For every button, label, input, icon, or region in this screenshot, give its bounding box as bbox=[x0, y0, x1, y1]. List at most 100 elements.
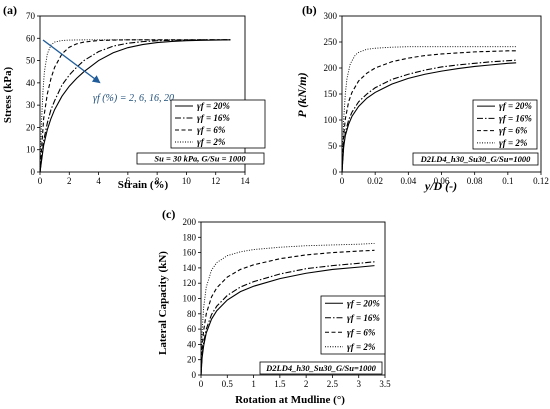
y-tick-label-a: 0 bbox=[31, 167, 36, 177]
annotation-arrow bbox=[42, 39, 101, 84]
x-axis-title-c: Rotation at Mudline (°) bbox=[235, 394, 345, 406]
y-tick-label-a: 50 bbox=[26, 56, 36, 66]
y-tick-label-b: 200 bbox=[324, 63, 338, 73]
legend-label-c-1: γf = 20% bbox=[347, 298, 380, 308]
series-line-b-4 bbox=[341, 46, 517, 173]
y-tick-label-c: 40 bbox=[187, 339, 197, 349]
note-text-a: Su = 30 kPa, G/Su = 1000 bbox=[154, 154, 246, 164]
series-line-b-3 bbox=[341, 50, 517, 173]
note-box-a: Su = 30 kPa, G/Su = 1000 bbox=[136, 152, 265, 165]
x-tick-label-c: 2.5 bbox=[327, 379, 339, 389]
legend-label-c-2: γf = 16% bbox=[347, 313, 380, 323]
series-line-a-4 bbox=[39, 39, 231, 173]
panel-label-c: (c) bbox=[162, 207, 175, 221]
x-tick-label-a: 12 bbox=[211, 176, 220, 186]
note-box-c: D2LD4_h30_Su30_G/Su=1000 bbox=[259, 361, 383, 375]
y-tick-label-c: 80 bbox=[187, 309, 197, 319]
series-line-a-2 bbox=[39, 39, 231, 173]
y-tick-label-b: 0 bbox=[333, 167, 338, 177]
plot-frame-a bbox=[39, 15, 246, 173]
x-tick-label-b: 0.02 bbox=[367, 176, 383, 186]
annotation-label: γf (%) = 2, 6, 16, 20 bbox=[93, 93, 174, 104]
legend-label-a-1: γf = 20% bbox=[197, 101, 230, 111]
x-tick-label-b: 0 bbox=[340, 176, 345, 186]
y-tick-label-c: 60 bbox=[187, 324, 197, 334]
y-tick-label-c: 200 bbox=[183, 217, 197, 227]
x-tick-label-c: 0.5 bbox=[222, 379, 234, 389]
y-tick-label-a: 10 bbox=[26, 145, 36, 155]
y-tick-label-c: 120 bbox=[183, 278, 197, 288]
y-tick-label-c: 100 bbox=[183, 294, 197, 304]
legend-label-a-3: γf = 6% bbox=[197, 125, 226, 135]
legend-label-b-3: γf = 6% bbox=[499, 126, 528, 136]
plot-area-b: 0 0.02 0.04 0.06 0.08 0.1 0.12 0 50 100 150 200 250 3… bbox=[324, 11, 549, 186]
y-tick-label-c: 20 bbox=[187, 355, 197, 365]
y-tick-label-b: 150 bbox=[324, 89, 338, 99]
y-tick-label-c: 0 bbox=[192, 370, 197, 380]
note-box-b: D2LD4_h30_Su30_G/Su=1000 bbox=[412, 152, 539, 166]
y-tick-label-a: 20 bbox=[26, 122, 36, 132]
x-tick-label-a: 10 bbox=[182, 176, 192, 186]
series-line-a-1 bbox=[39, 39, 231, 173]
y-tick-label-b: 300 bbox=[324, 11, 338, 21]
note-text-c: D2LD4_h30_Su30_G/Su=1000 bbox=[265, 363, 376, 373]
legend-label-b-1: γf = 20% bbox=[499, 101, 532, 111]
legend-c: γf = 20% γf = 16% γf = 6% γf = 2% bbox=[320, 295, 386, 355]
y-tick-label-c: 160 bbox=[183, 248, 197, 258]
series-line-b-2 bbox=[341, 59, 517, 173]
note-text-b: D2LD4_h30_Su30_G/Su=1000 bbox=[420, 154, 531, 164]
legend-box-b bbox=[472, 99, 538, 150]
x-tick-label-b: 0.12 bbox=[533, 176, 549, 186]
annotation-a: γf (%) = 2, 6, 16, 20 bbox=[42, 39, 174, 104]
legend-label-c-3: γf = 6% bbox=[347, 327, 376, 337]
x-tick-label-a: 2 bbox=[67, 176, 72, 186]
x-tick-label-a: 6 bbox=[126, 176, 131, 186]
x-tick-label-c: 2 bbox=[304, 379, 309, 389]
y-tick-label-b: 250 bbox=[324, 37, 338, 47]
series-line-b-1 bbox=[341, 62, 517, 173]
legend-label-c-4: γf = 2% bbox=[347, 342, 376, 352]
x-tick-label-b: 0.04 bbox=[400, 176, 416, 186]
y-tick-label-c: 140 bbox=[183, 263, 197, 273]
legend-label-a-4: γf = 2% bbox=[197, 137, 226, 147]
x-axis-title-b: y/D (-) bbox=[423, 179, 457, 193]
x-tick-label-c: 3 bbox=[356, 379, 361, 389]
legend-label-a-2: γf = 16% bbox=[197, 113, 230, 123]
chart-panel-b: (b) 0 0.02 0.04 0.06 0.08 0.1 0.12 0 50 100 150 200… bbox=[295, 3, 549, 193]
panel-label-a: (a) bbox=[3, 3, 17, 17]
series-line-c-3 bbox=[200, 249, 375, 376]
y-axis-title-c: Lateral Capacity (kN) bbox=[157, 251, 169, 355]
x-tick-label-b: 0.1 bbox=[502, 176, 513, 186]
x-tick-label-c: 1.5 bbox=[274, 379, 286, 389]
series-line-c-2 bbox=[200, 261, 375, 376]
legend-label-b-4: γf = 2% bbox=[499, 138, 528, 148]
x-tick-label-a: 14 bbox=[241, 176, 251, 186]
x-tick-label-a: 0 bbox=[38, 176, 43, 186]
y-tick-label-c: 180 bbox=[183, 232, 197, 242]
legend-b: γf = 20% γf = 16% γf = 6% γf = 2% bbox=[472, 99, 538, 150]
series-line-c-4 bbox=[200, 242, 375, 376]
chart-panel-c: (c) 0 0.5 1 1.5 2 2.5 3 3.5 0 20 40 60 80 100 120 140 16… bbox=[157, 207, 391, 406]
y-tick-label-a: 30 bbox=[26, 100, 36, 110]
x-axis-title-a: Strain (%) bbox=[118, 179, 169, 191]
series-line-a-3 bbox=[39, 39, 231, 173]
x-tick-label-c: 1 bbox=[251, 379, 256, 389]
plot-area-c: 0 0.5 1 1.5 2 2.5 3 3.5 0 20 40 60 80 100 120 140 160 180… bbox=[183, 217, 392, 389]
legend-box-c bbox=[320, 295, 386, 355]
legend-box-a bbox=[170, 99, 266, 149]
plot-area-a: 0 2 4 6 8 10 12 14 0 10 20 30 40 50 60 70 bbox=[26, 11, 250, 186]
x-tick-label-b: 0.08 bbox=[467, 176, 483, 186]
y-axis-title-a: Stress (kPa) bbox=[2, 67, 14, 124]
x-tick-label-c: 3.5 bbox=[379, 379, 391, 389]
y-tick-label-a: 40 bbox=[26, 78, 36, 88]
y-tick-label-b: 100 bbox=[324, 115, 338, 125]
y-axis-title-b: P (kN/m) bbox=[295, 72, 309, 117]
chart-panel-a: (a) 0 2 4 6 8 10 12 14 0 10 20 30 40 50 60 70 Strain (%… bbox=[2, 3, 266, 191]
x-tick-label-b: 0.06 bbox=[434, 176, 450, 186]
y-tick-label-a: 60 bbox=[26, 33, 36, 43]
y-tick-label-a: 70 bbox=[26, 11, 36, 21]
x-tick-label-c: 0 bbox=[199, 379, 204, 389]
legend-a: γf = 20% γf = 16% γf = 6% γf = 2% bbox=[170, 99, 266, 149]
panel-label-b: (b) bbox=[302, 3, 317, 17]
